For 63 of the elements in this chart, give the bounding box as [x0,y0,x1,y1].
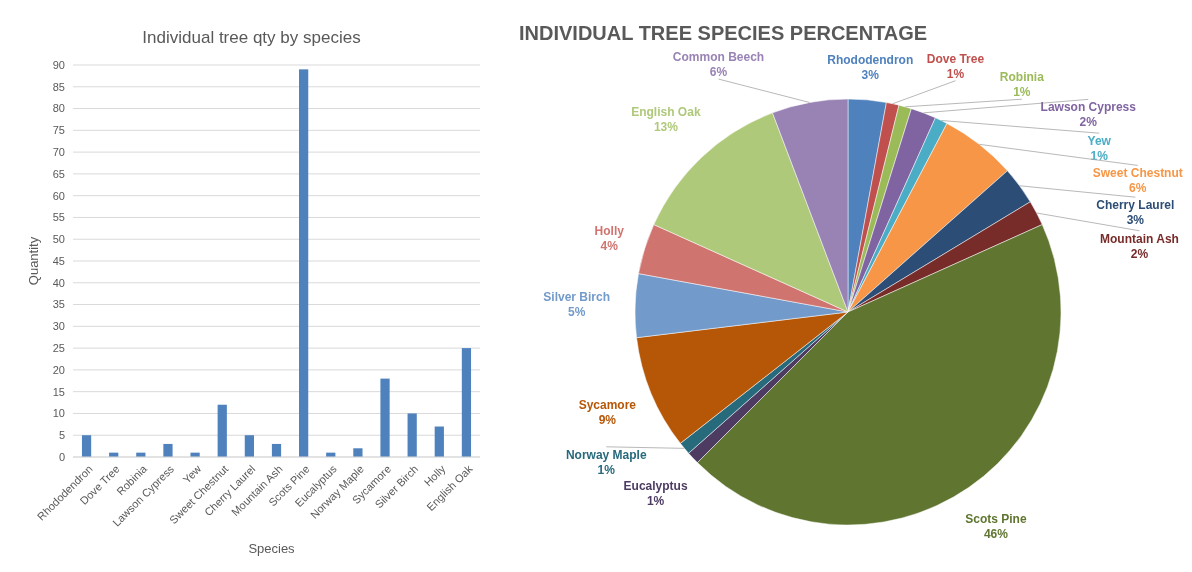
y-tick-label: 30 [52,320,65,333]
y-tick-label: 70 [52,145,65,158]
bar [81,435,92,457]
bar [407,413,417,457]
y-tick-label: 85 [52,80,65,93]
slice-label: Robinia [999,70,1045,85]
y-tick-label: 50 [52,233,65,246]
data-label: 1% [1090,149,1109,164]
slice-label: Holly [594,223,625,238]
y-axis-title: Quantity [26,236,41,286]
data-label: 9% [598,412,617,427]
data-label: 3% [861,68,880,83]
slice-label: Sweet Chestnut [1092,166,1183,181]
y-tick-label: 5 [58,429,65,442]
slice-label: Dove Tree [926,51,985,66]
data-label: 5% [568,304,586,319]
data-label: 4% [600,238,619,253]
data-label: 3% [1126,213,1145,228]
data-label: 2% [1130,246,1149,261]
slice-label: English Oak [631,104,701,119]
y-tick-label: 45 [52,254,65,267]
chart-title: INDIVIDUAL TREE SPECIES PERCENTAGE [519,22,928,44]
y-tick-label: 80 [52,102,65,115]
slice-label: Norway Maple [565,447,647,462]
y-tick-label: 25 [52,341,65,354]
y-tick-label: 20 [52,363,65,376]
slice-label: Cherry Laurel [1096,198,1175,213]
slice-label: Common Beech [672,50,765,65]
bar [299,69,309,457]
x-axis-title: Species [248,541,296,556]
y-tick-label: 60 [52,189,65,202]
data-label: 46% [983,527,1009,542]
y-tick-label: 0 [58,450,65,463]
slice-label: Sycamore [578,397,637,412]
data-label: 1% [1013,85,1031,100]
y-tick-label: 90 [52,58,65,71]
slice-label: Rhododendron [827,53,914,68]
data-label: 1% [597,462,616,477]
slice-label: Silver Birch [543,289,611,304]
bar [380,378,390,457]
slice-label: Yew [1087,134,1112,149]
data-label: 6% [709,65,728,80]
y-tick-label: 55 [52,211,65,224]
bar [217,404,227,457]
y-tick-label: 15 [52,385,65,398]
bar [163,443,173,457]
data-label: 1% [946,66,965,81]
bar [353,448,363,457]
data-label: 2% [1079,115,1098,130]
slice-label: Mountain Ash [1100,231,1179,246]
data-label: 13% [653,119,679,134]
y-tick-label: 75 [52,124,65,137]
y-tick-label: 40 [52,276,65,289]
bar [461,348,472,457]
y-tick-label: 10 [52,407,65,420]
y-tick-label: 65 [52,167,65,180]
data-label: 1% [646,494,665,509]
chart-title: Individual tree qty by species [142,28,361,47]
y-tick-label: 35 [52,298,65,311]
bar [244,435,254,457]
bar [434,426,444,457]
data-label: 6% [1129,181,1147,196]
slice-label: Lawson Cypress [1040,100,1137,115]
